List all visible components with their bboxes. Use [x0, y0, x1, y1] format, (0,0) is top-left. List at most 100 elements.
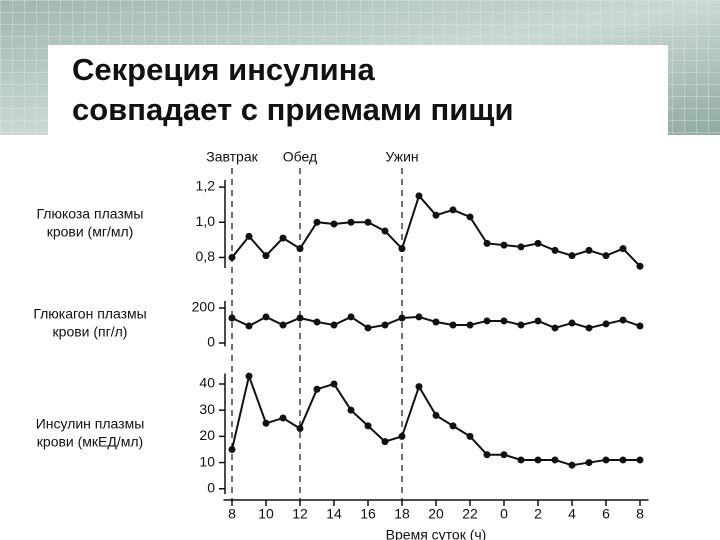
y-axis-label: Глюкагон плазмы: [33, 305, 146, 321]
data-point: [347, 218, 355, 226]
x-tick-label: 4: [568, 506, 576, 522]
data-point: [313, 218, 321, 226]
data-point: [500, 451, 508, 459]
data-point: [449, 321, 457, 329]
y-tick-label: 0: [207, 334, 215, 350]
data-point: [245, 322, 253, 330]
data-point: [296, 425, 304, 433]
data-point: [364, 218, 372, 226]
data-point: [602, 456, 610, 464]
meal-label: Завтрак: [206, 149, 258, 165]
data-point: [228, 314, 236, 322]
data-point: [330, 220, 338, 228]
title-line: совпадает с приемами пищи: [72, 92, 514, 127]
data-point: [313, 318, 321, 326]
data-point: [568, 252, 576, 260]
y-tick-label: 20: [199, 427, 215, 443]
data-point: [517, 243, 525, 251]
data-point: [398, 314, 406, 322]
data-point: [619, 245, 627, 253]
data-point: [330, 380, 338, 388]
data-point: [551, 456, 559, 464]
title-box: [48, 45, 668, 145]
data-point: [262, 419, 270, 427]
title-line: Секреция инсулина: [72, 52, 375, 87]
data-point: [398, 245, 406, 253]
data-point: [483, 239, 491, 247]
data-point: [296, 314, 304, 322]
x-tick-label: 2: [534, 506, 542, 522]
x-tick-label: 18: [394, 506, 410, 522]
x-tick-label: 8: [636, 506, 644, 522]
data-point: [245, 372, 253, 380]
data-point: [602, 252, 610, 260]
data-point: [483, 317, 491, 325]
meal-label: Обед: [283, 149, 317, 165]
data-point: [636, 456, 644, 464]
x-tick-label: 6: [602, 506, 610, 522]
data-point: [568, 319, 576, 327]
data-point: [449, 206, 457, 214]
data-point: [551, 246, 559, 254]
data-point: [296, 245, 304, 253]
y-tick-label: 30: [199, 401, 215, 417]
data-point: [517, 321, 525, 329]
data-point: [449, 422, 457, 430]
y-axis-label: Глюкоза плазмы: [37, 206, 144, 222]
data-point: [330, 321, 338, 329]
data-point: [245, 232, 253, 240]
data-point: [551, 324, 559, 332]
data-point: [364, 422, 372, 430]
data-point: [415, 313, 423, 321]
x-tick-label: 20: [428, 506, 444, 522]
data-point: [432, 318, 440, 326]
y-axis-label: крови (мкЕД/мл): [37, 433, 143, 449]
y-tick-label: 200: [192, 299, 216, 315]
data-point: [602, 320, 610, 328]
data-point: [398, 432, 406, 440]
data-point: [381, 438, 389, 446]
data-point: [415, 192, 423, 200]
y-tick-label: 0: [207, 479, 215, 495]
data-point: [313, 385, 321, 393]
y-tick-label: 40: [199, 375, 215, 391]
data-point: [619, 456, 627, 464]
data-point: [279, 234, 287, 242]
y-tick-label: 1,0: [196, 213, 216, 229]
x-tick-label: 16: [360, 506, 376, 522]
data-point: [619, 316, 627, 324]
x-tick-label: 14: [326, 506, 342, 522]
x-tick-label: 10: [258, 506, 274, 522]
data-point: [279, 414, 287, 422]
data-point: [466, 321, 474, 329]
data-point: [466, 213, 474, 221]
data-point: [534, 456, 542, 464]
y-axis-label: крови (мг/мл): [47, 224, 134, 240]
chart: Завтрак Обед Ужин 1,2 1,0 0,8 Глюкоза плазмы кр…: [33, 149, 649, 540]
data-point: [500, 241, 508, 249]
y-tick-label: 10: [199, 453, 215, 469]
x-tick-label: 8: [228, 506, 236, 522]
meal-label: Ужин: [385, 149, 418, 165]
data-point: [432, 211, 440, 219]
data-point: [347, 406, 355, 414]
data-point: [262, 313, 270, 321]
data-point: [585, 324, 593, 332]
data-point: [500, 317, 508, 325]
chart-background: [0, 135, 720, 540]
data-point: [228, 253, 236, 261]
data-point: [585, 459, 593, 467]
data-point: [636, 262, 644, 270]
x-tick-label: 0: [500, 506, 508, 522]
data-point: [466, 432, 474, 440]
y-axis-label: Инсулин плазмы: [36, 415, 145, 431]
data-point: [279, 321, 287, 329]
data-point: [381, 321, 389, 329]
data-point: [585, 246, 593, 254]
data-point: [364, 324, 372, 332]
data-point: [432, 411, 440, 419]
y-tick-label: 1,2: [196, 178, 216, 194]
x-tick-label: 12: [292, 506, 308, 522]
x-axis-label: Время суток (ч): [386, 527, 487, 540]
